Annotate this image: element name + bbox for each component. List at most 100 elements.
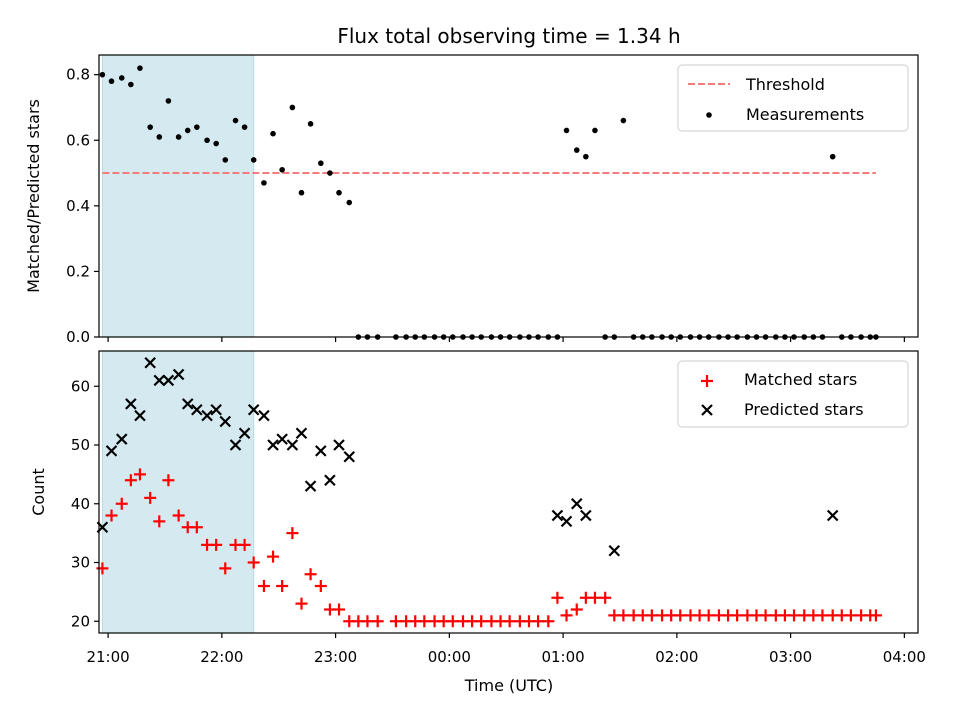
predicted-star-point-b [219, 415, 232, 428]
measurement-point [346, 199, 353, 206]
matched-star-point [162, 474, 175, 487]
predicted-star-point-b [181, 398, 194, 410]
legend-threshold-label: Threshold [745, 75, 825, 94]
measurement-point [137, 65, 143, 71]
x-axis-label: Time (UTC) [464, 676, 553, 695]
bottom-y-tick-label: 50 [71, 436, 90, 454]
matched-star-point [314, 580, 327, 592]
x-tick-label: 22:00 [200, 648, 243, 666]
matched-star-point [276, 580, 289, 592]
measurement-point [165, 98, 172, 104]
matched-star-point [238, 538, 251, 551]
measurement-point [147, 124, 153, 130]
matched-star-point [267, 550, 280, 563]
matched-star-point [295, 597, 308, 610]
top-observing-window-shade [101, 54, 255, 338]
x-tick-label: 02:00 [655, 648, 698, 666]
legend-predicted-label: Predicted stars [744, 400, 864, 419]
matched-star-point [389, 615, 402, 628]
predicted-star-point [304, 480, 317, 492]
predicted-star-point-b [172, 368, 185, 381]
matched-star-point [144, 491, 157, 504]
matched-star-point [219, 562, 232, 575]
matched-star-point [115, 497, 128, 510]
predicted-star-point [826, 509, 839, 522]
predicted-star-point [229, 439, 242, 451]
matched-star-point [617, 609, 630, 622]
matched-star-point [247, 556, 260, 569]
predicted-star-point-b [267, 439, 279, 451]
measurement-point [318, 160, 324, 167]
predicted-star-point-b [324, 474, 336, 487]
predicted-star-point [551, 509, 564, 522]
measurement-point [583, 153, 589, 160]
bottom-legend-box [677, 360, 909, 428]
predicted-star-point-b [238, 427, 251, 440]
bottom-y-tick-label: 40 [71, 495, 90, 513]
predicted-star-point-b [105, 445, 118, 457]
predicted-star-point-b [580, 509, 592, 522]
matched-star-point [105, 509, 118, 522]
matched-star-point [731, 609, 744, 622]
top-panel: 0.00.20.40.60.8 Matched/Predicted stars … [24, 54, 919, 346]
predicted-star-point [134, 409, 146, 422]
measurement-point [250, 157, 257, 163]
predicted-star-point [343, 450, 356, 463]
predicted-star-point [125, 398, 137, 410]
matched-star-point [551, 591, 564, 604]
predicted-stars-points [96, 356, 839, 557]
x-tick-label: 23:00 [314, 648, 357, 666]
bottom-legend: Matched stars Predicted stars [677, 360, 909, 428]
measurement-point [289, 104, 296, 111]
measurement-point [222, 157, 229, 163]
top-x-ticks [107, 337, 905, 342]
predicted-star-point-b [144, 356, 156, 369]
top-y-tick-label: 0.4 [66, 197, 90, 215]
measurement-point [108, 78, 115, 85]
predicted-star-point [267, 439, 279, 451]
measurement-point [298, 189, 305, 196]
predicted-star-point-b [826, 509, 839, 522]
predicted-star-point [570, 497, 583, 510]
matched-star-point [286, 527, 299, 540]
x-tick-label: 04:00 [883, 648, 926, 666]
bottom-y-ticks: 20 30 40 50 60 [71, 377, 99, 630]
x-tick-label: 03:00 [769, 648, 812, 666]
matched-star-point [588, 591, 601, 604]
measurement-point [261, 180, 267, 186]
predicted-star-point-b [115, 433, 128, 445]
predicted-star-point [172, 368, 185, 381]
predicted-star-point-b [315, 445, 327, 457]
bottom-observing-window-shade [101, 350, 255, 634]
predicted-star-point-b [247, 403, 260, 416]
top-y-tick-label: 0.2 [66, 262, 90, 280]
predicted-star-point-b [570, 497, 583, 510]
predicted-star-point-b [333, 439, 345, 451]
matched-star-point [674, 609, 687, 622]
predicted-star-point [276, 433, 288, 445]
measurement-point [118, 75, 125, 81]
measurement-point [194, 124, 200, 130]
measurement-point [270, 130, 276, 137]
measurement-point [336, 189, 342, 196]
matched-star-point [124, 474, 137, 487]
matched-star-point [172, 509, 185, 522]
matched-star-point [210, 538, 223, 551]
matched-star-point [542, 615, 555, 628]
predicted-star-point-b [162, 374, 175, 387]
legend-measurements-swatch [706, 112, 712, 118]
predicted-star-point [144, 356, 156, 369]
predicted-star-point [247, 403, 260, 416]
measurement-point [563, 127, 570, 134]
predicted-star-point-b [560, 515, 573, 528]
predicted-star-point-b [229, 439, 242, 451]
predicted-star-point [580, 509, 592, 522]
bottom-y-tick-label: 60 [71, 377, 90, 395]
matched-star-point [759, 609, 772, 622]
x-tick-label: 21:00 [86, 648, 129, 666]
bottom-panel: 20 30 40 50 60 21:00 22:00 23:00 00:00 01:00 02:0… [29, 350, 926, 695]
matched-star-point [503, 615, 516, 628]
matched-star-point [532, 615, 545, 628]
matched-stars-points [96, 468, 882, 628]
top-y-tick-label: 0.8 [66, 66, 90, 84]
